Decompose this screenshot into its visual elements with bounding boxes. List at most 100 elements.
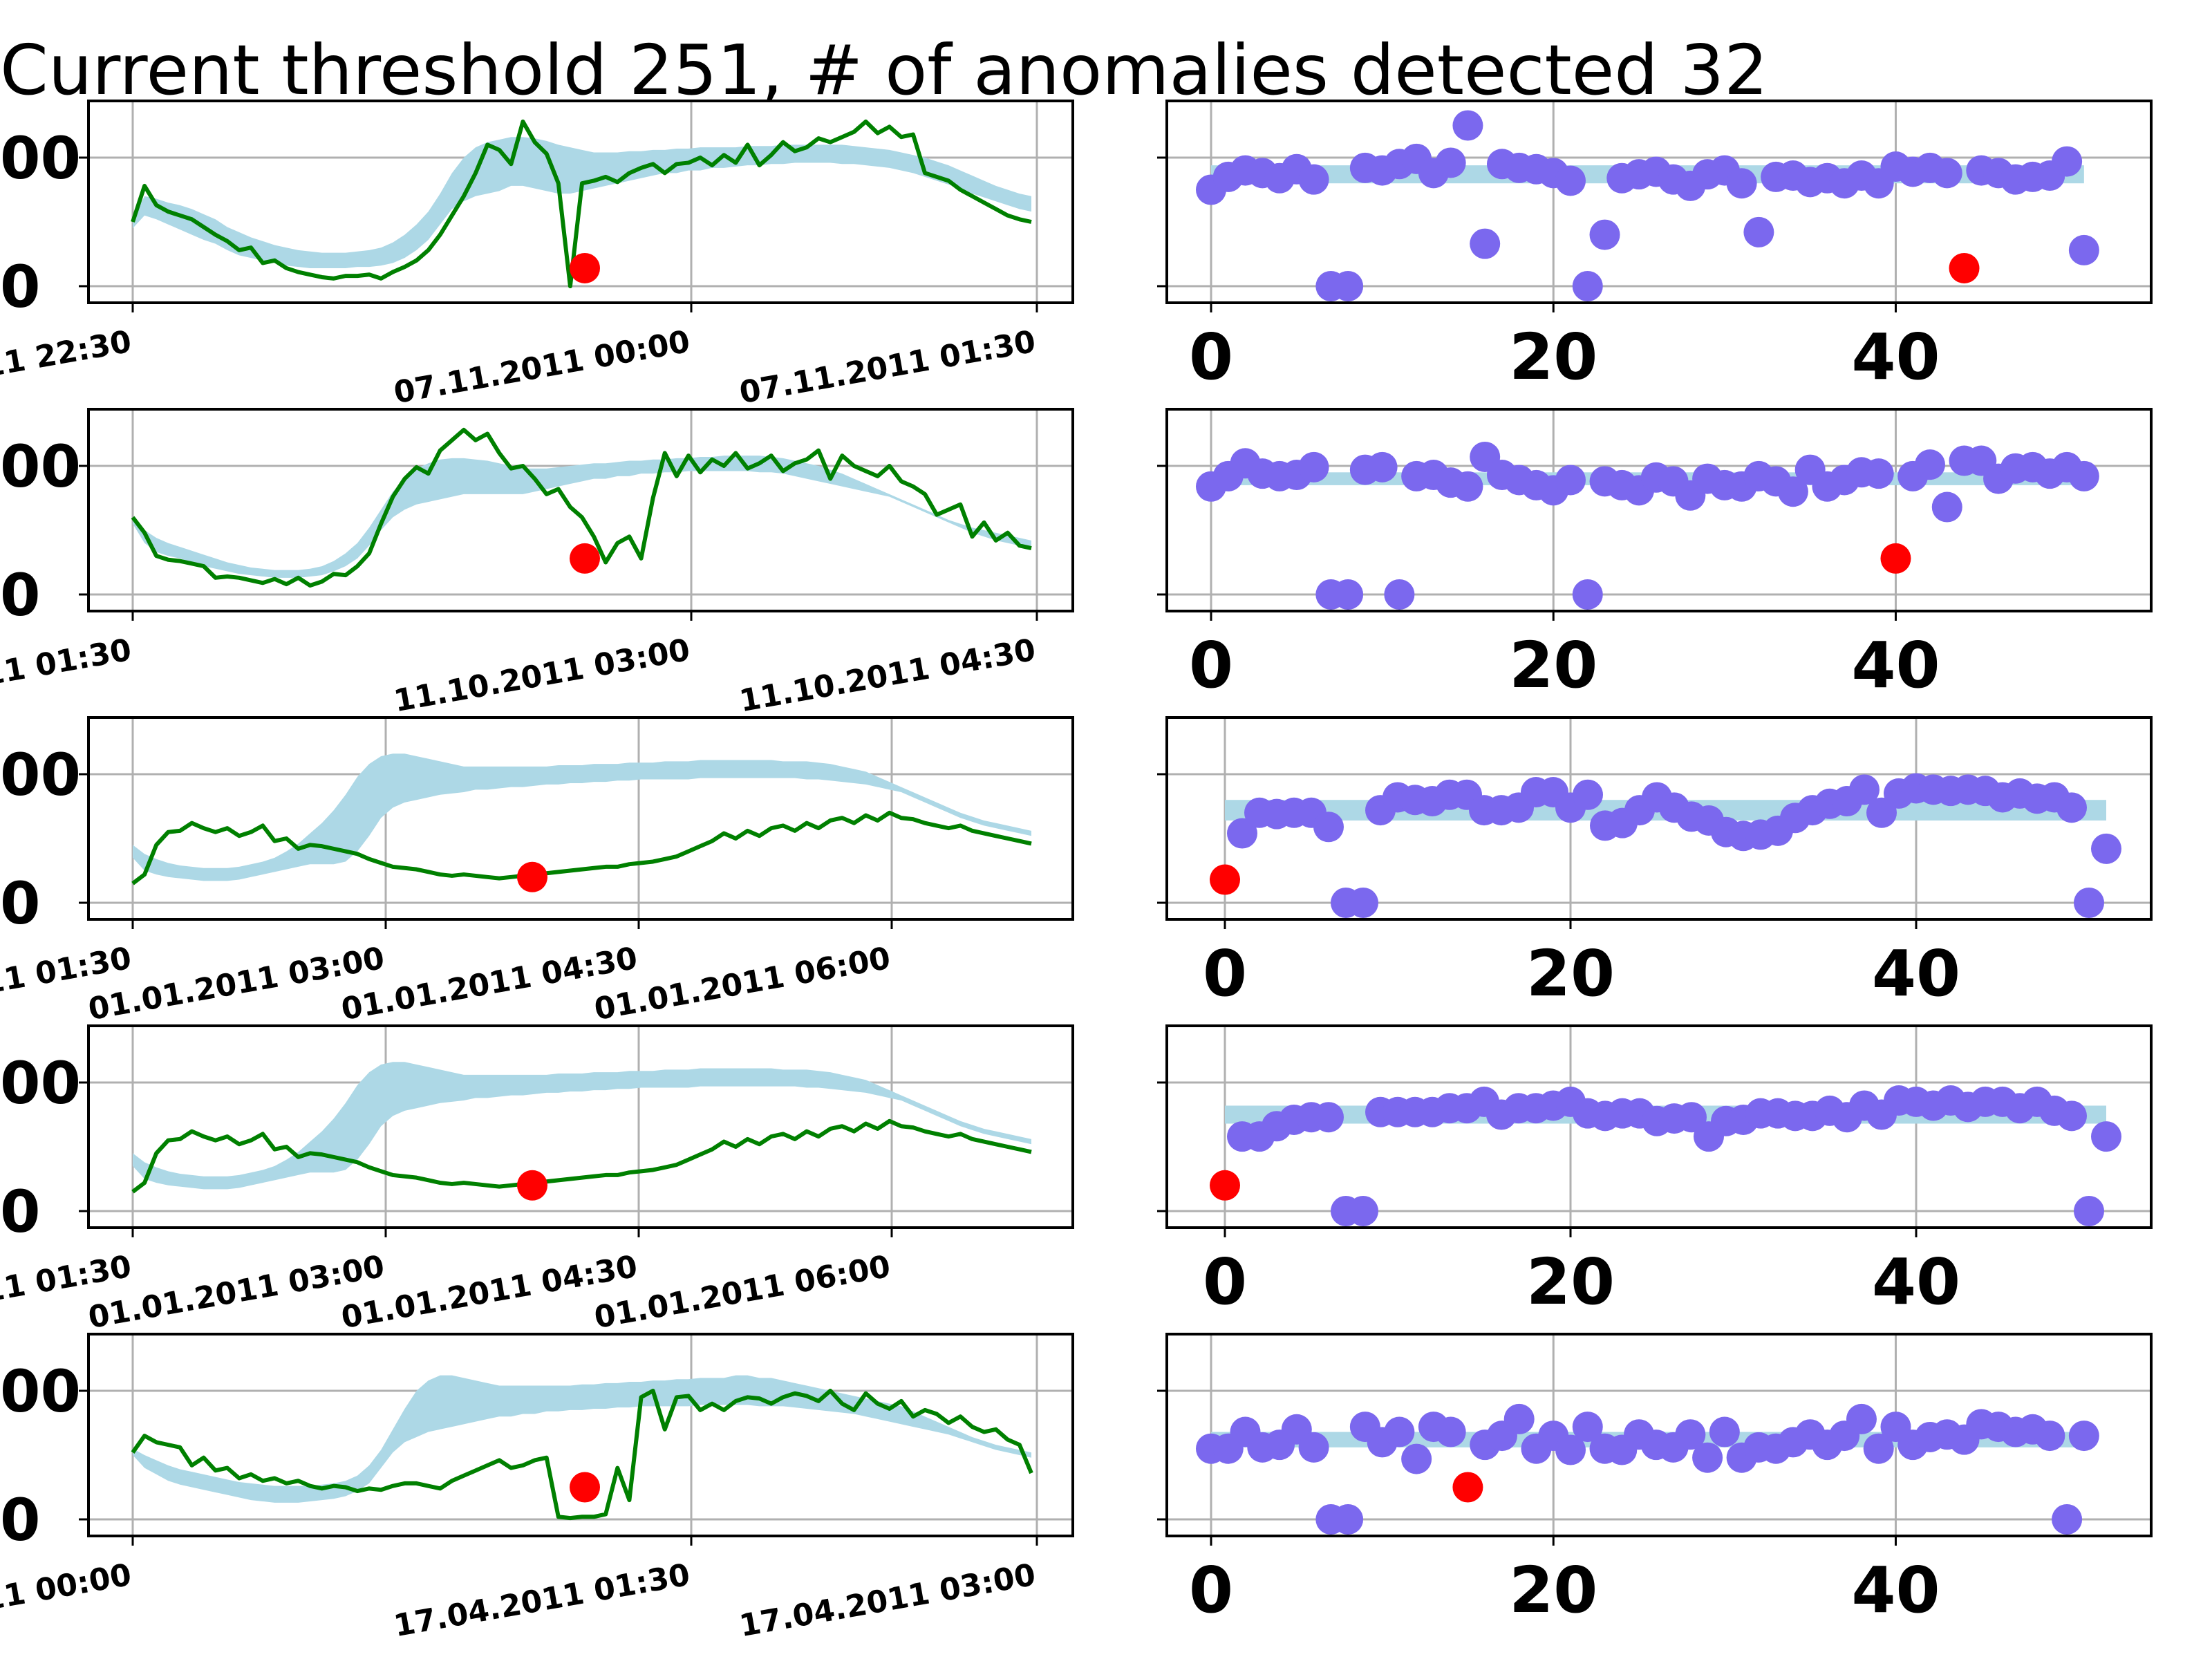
x-tick-label: 20: [1509, 320, 1597, 394]
x-tick-label: 40: [1851, 628, 1940, 702]
x-tick-label: 20: [1526, 1245, 1615, 1319]
y-tick-label: 00: [0, 1358, 81, 1425]
y-tick-label: 0: [0, 253, 40, 321]
axes-frame: [87, 100, 1074, 304]
y-tick-label: 00: [0, 741, 81, 809]
axes-frame: [1165, 1024, 2153, 1229]
row2-index-panel: 0 20 40: [1157, 408, 2153, 702]
x-tick-label: 40: [1851, 320, 1940, 394]
threshold-band: [133, 753, 1031, 881]
scatter-point: [2074, 1196, 2104, 1226]
value-line: [131, 810, 1032, 885]
scatter-point: [1333, 271, 1364, 301]
scatter-point: [1227, 818, 1257, 849]
anomaly-marker: [1210, 1170, 1240, 1201]
value-line: [131, 119, 1032, 288]
scatter-point: [2091, 1121, 2121, 1152]
scatter-point: [1435, 147, 1466, 178]
scatter-point: [1931, 158, 1962, 189]
x-tick-label: 0: [1189, 320, 1233, 394]
scatter-point: [1348, 888, 1378, 918]
scatter-point: [1675, 1419, 1706, 1450]
y-tick-label: 0: [0, 1486, 40, 1554]
scatter-point: [1572, 1412, 1603, 1443]
x-tick-label: 20: [1509, 1553, 1597, 1627]
scatter-point: [1333, 1504, 1364, 1535]
scatter-point: [1384, 579, 1415, 610]
scatter-point: [1573, 779, 1603, 810]
scatter-point: [1435, 1416, 1466, 1447]
scatter-point: [1298, 1432, 1329, 1463]
scatter-point: [2068, 460, 2099, 491]
scatter-point: [1743, 216, 1774, 247]
scatter-point: [1726, 168, 1757, 199]
row1-index-panel: 0 20 40: [1157, 100, 2153, 394]
anomaly-marker: [570, 543, 600, 574]
axes-frame: [87, 716, 1074, 921]
scatter-point: [1298, 164, 1329, 195]
scatter-point: [1915, 449, 1945, 480]
figure-title: Current threshold 251, # of anomalies de…: [0, 30, 1768, 111]
scatter-point: [1849, 774, 1880, 805]
axes-frame: [1165, 716, 2153, 921]
anomaly-marker: [1210, 864, 1240, 895]
scatter-point: [1692, 1442, 1723, 1473]
anomaly-marker: [570, 1472, 600, 1503]
value-line: [131, 427, 1032, 588]
scatter-point: [1572, 579, 1603, 610]
axes-frame: [87, 1024, 1074, 1229]
scatter-point: [1503, 1403, 1535, 1434]
scatter-point: [1333, 579, 1364, 610]
y-tick-label: 0: [0, 561, 40, 629]
scatter-point: [1846, 1403, 1877, 1434]
axes-frame: [1165, 100, 2153, 304]
scatter-point: [2052, 1504, 2083, 1535]
scatter-point: [1384, 1416, 1415, 1447]
row3-index-panel: 0 20 40: [1157, 716, 2153, 1011]
scatter-point: [2056, 1100, 2087, 1132]
scatter-point: [1555, 1434, 1586, 1465]
axes-frame: [87, 408, 1074, 612]
scatter-point: [1401, 1443, 1432, 1474]
x-tick-label: 20: [1509, 628, 1597, 702]
y-tick-label: 00: [0, 433, 81, 500]
threshold-band: [133, 1375, 1031, 1503]
scatter-point: [1777, 476, 1808, 507]
x-tick-label: 0: [1203, 937, 1247, 1011]
scatter-point: [1555, 465, 1586, 496]
y-tick-label: 00: [0, 1049, 81, 1117]
scatter-point: [1298, 451, 1329, 482]
x-tick-label: 0: [1189, 628, 1233, 702]
x-tick-label: 20: [1526, 937, 1615, 1011]
x-tick-label: 40: [1851, 1553, 1940, 1627]
scatter-point: [1367, 451, 1398, 482]
scatter-point: [1470, 228, 1501, 259]
axes-frame: [87, 1333, 1074, 1537]
scatter-point: [2056, 792, 2087, 823]
threshold-band: [133, 137, 1031, 268]
scatter-point: [1348, 1196, 1378, 1226]
scatter-point: [1863, 458, 1894, 489]
x-tick-label: 0: [1203, 1245, 1247, 1319]
scatter-point: [1555, 165, 1586, 196]
anomaly-marker: [1880, 543, 1911, 574]
scatter-point: [2034, 1421, 2065, 1452]
scatter-point: [1572, 271, 1603, 301]
scatter-point: [2091, 833, 2121, 864]
scatter-point: [2074, 888, 2104, 918]
row5-index-panel: 0 20 40: [1157, 1333, 2153, 1627]
threshold-band: [133, 456, 1031, 578]
scatter-point: [1452, 110, 1483, 141]
scatter-point: [1313, 812, 1344, 843]
anomaly-marker: [517, 861, 547, 892]
scatter-point: [2068, 1421, 2099, 1452]
axes-frame: [1165, 1333, 2153, 1537]
anomaly-marker: [1949, 252, 1980, 283]
row4-index-panel: 0 20 40: [1157, 1024, 2153, 1319]
x-tick-label: 40: [1872, 1245, 1960, 1319]
x-tick-label: 40: [1872, 937, 1960, 1011]
scatter-point: [1452, 471, 1483, 502]
anomaly-marker: [517, 1170, 547, 1201]
x-tick-label: 0: [1189, 1553, 1233, 1627]
